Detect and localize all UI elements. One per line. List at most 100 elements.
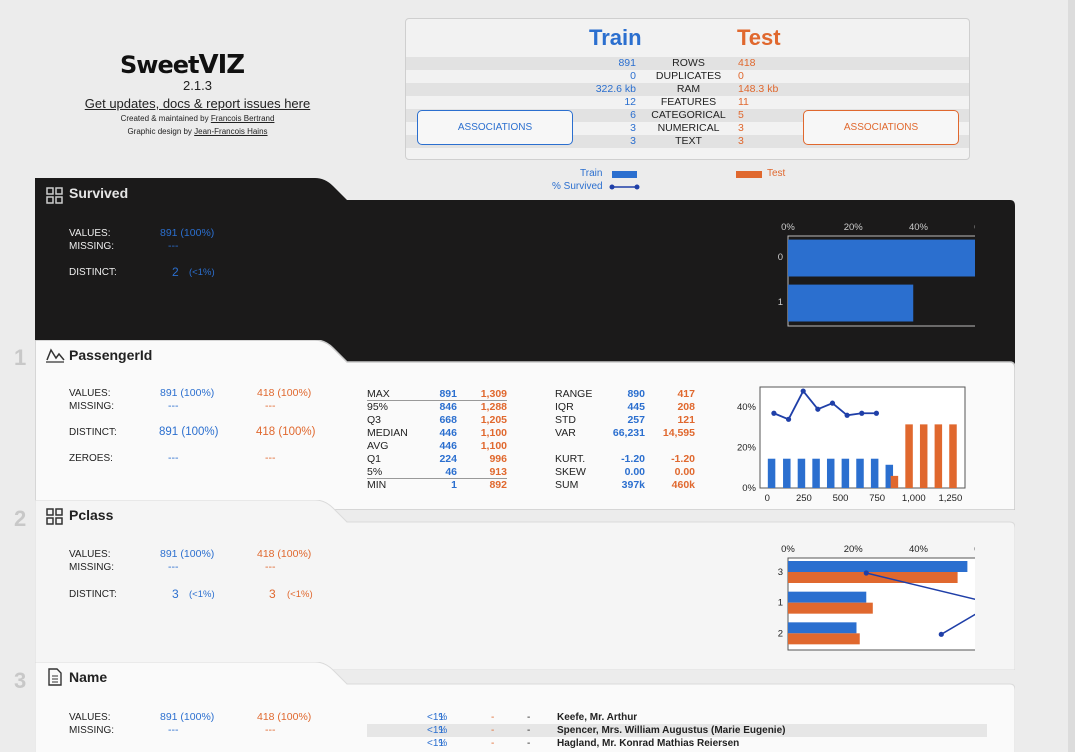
values-train: 891 (100%) (160, 227, 215, 239)
stat-train: 66,231 (612, 427, 645, 439)
feature-card-name[interactable]: Name VALUES: 891 (100%) 418 (100%) MISSI… (35, 662, 1015, 752)
distinct-label: DISTINCT: (69, 267, 117, 278)
x-tick-label: 40% (909, 222, 929, 233)
y-tick-label: 1 (778, 598, 783, 609)
missing-train: --- (168, 240, 179, 252)
values-train: 891 (100%) (160, 711, 215, 723)
stat-test: 892 (489, 479, 507, 491)
train-bar (767, 458, 776, 488)
stat-row: MEDIAN 446 1,100 (367, 427, 507, 440)
stat-train: 224 (439, 453, 457, 465)
stat-label: SUM (555, 479, 579, 491)
stat-train: 397k (621, 479, 645, 491)
designer-link[interactable]: Jean-Francois Hains (194, 127, 268, 136)
stat-test: 1,288 (480, 401, 507, 413)
missing-label: MISSING: (69, 562, 115, 573)
train-associations-button[interactable]: ASSOCIATIONS (417, 110, 573, 145)
stat-label: KURT. (555, 453, 586, 465)
stat-test: 1,100 (480, 440, 507, 452)
y-tick-label: 0% (742, 483, 756, 494)
missing-label: MISSING: (69, 725, 115, 736)
distinct-train: 3 (172, 587, 179, 601)
train-bar (885, 464, 894, 488)
stat-row: VAR 66,231 14,595 (555, 427, 695, 440)
train-bar (841, 458, 850, 488)
survived-point (785, 416, 792, 422)
train-title: Train (589, 25, 642, 50)
summary-row: 3 NUMERICAL 3 (630, 122, 744, 134)
x-tick-label: 750 (869, 493, 885, 504)
survived-chart: 0% 20% 40% 60% 0 1 (778, 222, 975, 327)
test-bar (919, 424, 928, 488)
stat-test: 14,595 (662, 427, 695, 439)
name-test-count: - (491, 712, 495, 723)
stat-train: 445 (627, 401, 645, 413)
survived-point (873, 410, 880, 416)
survived-point (863, 570, 869, 576)
name-test-count: - (491, 738, 495, 749)
missing-train: --- (168, 561, 179, 573)
updates-link[interactable]: Get updates, docs & report issues here (84, 96, 311, 111)
legend-train-label: Train (580, 168, 603, 179)
name-value-list: 1 <1% - - Keefe, Mr. Arthur 1 <1% - - Spencer, Mr… (367, 711, 987, 751)
legend-test-label: Test (767, 168, 786, 179)
stats-table: RANGE 890 417 IQR 445 208 STD 257 121 VAR 66,231 14… (555, 388, 700, 494)
survived-point (800, 388, 806, 394)
numerical-icon (46, 348, 65, 363)
stat-label: MIN (367, 479, 387, 491)
scrollbar-track[interactable] (1068, 0, 1075, 752)
missing-test: --- (265, 400, 276, 412)
name-test-pct: - (527, 712, 531, 723)
test-bar (788, 572, 958, 583)
zeroes-train: --- (168, 452, 179, 464)
stat-row: SUM 397k 460k (555, 479, 695, 492)
distinct-test: 418 (100%) (256, 426, 316, 438)
feature-card-passengerid[interactable]: PassengerId VALUES: 891 (100%) 418 (100%… (35, 340, 1015, 510)
feature-card-survived[interactable]: Survived VALUES: 891 (100%) MISSING: ---… (35, 178, 1015, 364)
credit-maintainer: Created & maintained by Francois Bertran… (120, 114, 275, 123)
name-pct: <1% (427, 725, 448, 736)
test-bar (788, 602, 873, 614)
stat-train: -1.20 (621, 453, 645, 465)
stat-label: VAR (555, 427, 576, 439)
stat-test: 0.00 (674, 466, 695, 478)
bar (788, 239, 975, 277)
stat-label: Q3 (367, 414, 382, 426)
stat-label: 5% (367, 466, 383, 478)
y-tick-label: 1 (778, 297, 783, 308)
survived-point (771, 410, 777, 416)
zeroes-label: ZEROES: (69, 453, 113, 464)
passengerid-histogram: 0% 20% 40% 0 250 500 750 1,000 1,250 (737, 386, 966, 504)
x-tick-label: 20% (844, 222, 864, 233)
legend-survived-label: % Survived (552, 181, 603, 192)
stat-row: 5% 46 913 (367, 466, 507, 479)
name-test-count: - (491, 725, 495, 736)
survived-point (844, 412, 850, 418)
credit-design: Graphic design by Jean-Francois Hains (127, 127, 268, 136)
name-title: Name (69, 669, 108, 685)
survived-point (938, 631, 944, 637)
maintainer-link[interactable]: Francois Bertrand (210, 114, 275, 123)
legend-train-swatch (612, 171, 637, 178)
summary-row: 891 ROWS 418 (406, 57, 969, 70)
stat-label: MEDIAN (367, 427, 408, 439)
survived-point (859, 410, 865, 416)
x-tick-label: 60% (974, 544, 975, 555)
list-item: 1 <1% - - Spencer, Mrs. William Augustus (Ma… (367, 724, 987, 737)
version-label: 2.1.3 (183, 78, 212, 93)
stat-test: 996 (489, 453, 507, 465)
feature-card-pclass[interactable]: Pclass VALUES: 891 (100%) 418 (100%) MIS… (35, 500, 1015, 670)
name-count: 1 (438, 712, 444, 723)
y-tick-label: 2 (778, 628, 783, 639)
stat-label: IQR (555, 401, 574, 413)
test-bar (788, 633, 860, 645)
stat-train: 891 (439, 388, 457, 400)
stat-train: 257 (627, 414, 645, 426)
stat-train: 890 (627, 388, 645, 400)
stat-train: 46 (445, 466, 457, 478)
stat-label: STD (555, 414, 576, 426)
stat-row: KURT. -1.20 -1.20 (555, 453, 695, 466)
test-associations-button[interactable]: ASSOCIATIONS (803, 110, 959, 145)
pclass-chart: 0% 20% 40% 60% 3 1 2 (778, 544, 975, 651)
sweetviz-logo: SweetVIZ (120, 50, 245, 80)
